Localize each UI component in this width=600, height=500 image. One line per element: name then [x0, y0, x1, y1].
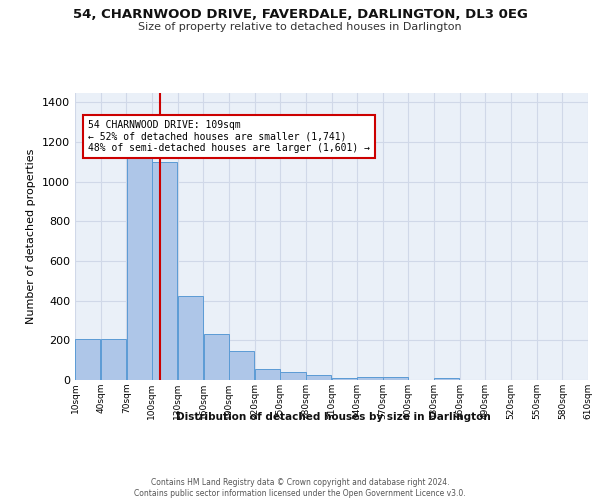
Bar [358, 377, 383, 380]
Bar [229, 350, 254, 380]
Text: 54, CHARNWOOD DRIVE, FAVERDALE, DARLINGTON, DL3 0EG: 54, CHARNWOOD DRIVE, FAVERDALE, DARLINGT… [73, 8, 527, 20]
Bar [127, 158, 152, 380]
Text: Size of property relative to detached houses in Darlington: Size of property relative to detached ho… [138, 22, 462, 32]
Text: Contains HM Land Registry data © Crown copyright and database right 2024.
Contai: Contains HM Land Registry data © Crown c… [134, 478, 466, 498]
Bar [280, 372, 305, 380]
Bar [306, 375, 331, 380]
Bar [203, 334, 229, 380]
Bar [434, 378, 460, 380]
Bar [152, 162, 178, 380]
Bar [255, 368, 280, 380]
Y-axis label: Number of detached properties: Number of detached properties [26, 148, 37, 324]
Bar [101, 339, 126, 380]
Bar [332, 378, 357, 380]
Text: Distribution of detached houses by size in Darlington: Distribution of detached houses by size … [176, 412, 490, 422]
Bar [383, 377, 408, 380]
Bar [178, 296, 203, 380]
Bar [75, 339, 100, 380]
Text: 54 CHARNWOOD DRIVE: 109sqm
← 52% of detached houses are smaller (1,741)
48% of s: 54 CHARNWOOD DRIVE: 109sqm ← 52% of deta… [88, 120, 370, 154]
